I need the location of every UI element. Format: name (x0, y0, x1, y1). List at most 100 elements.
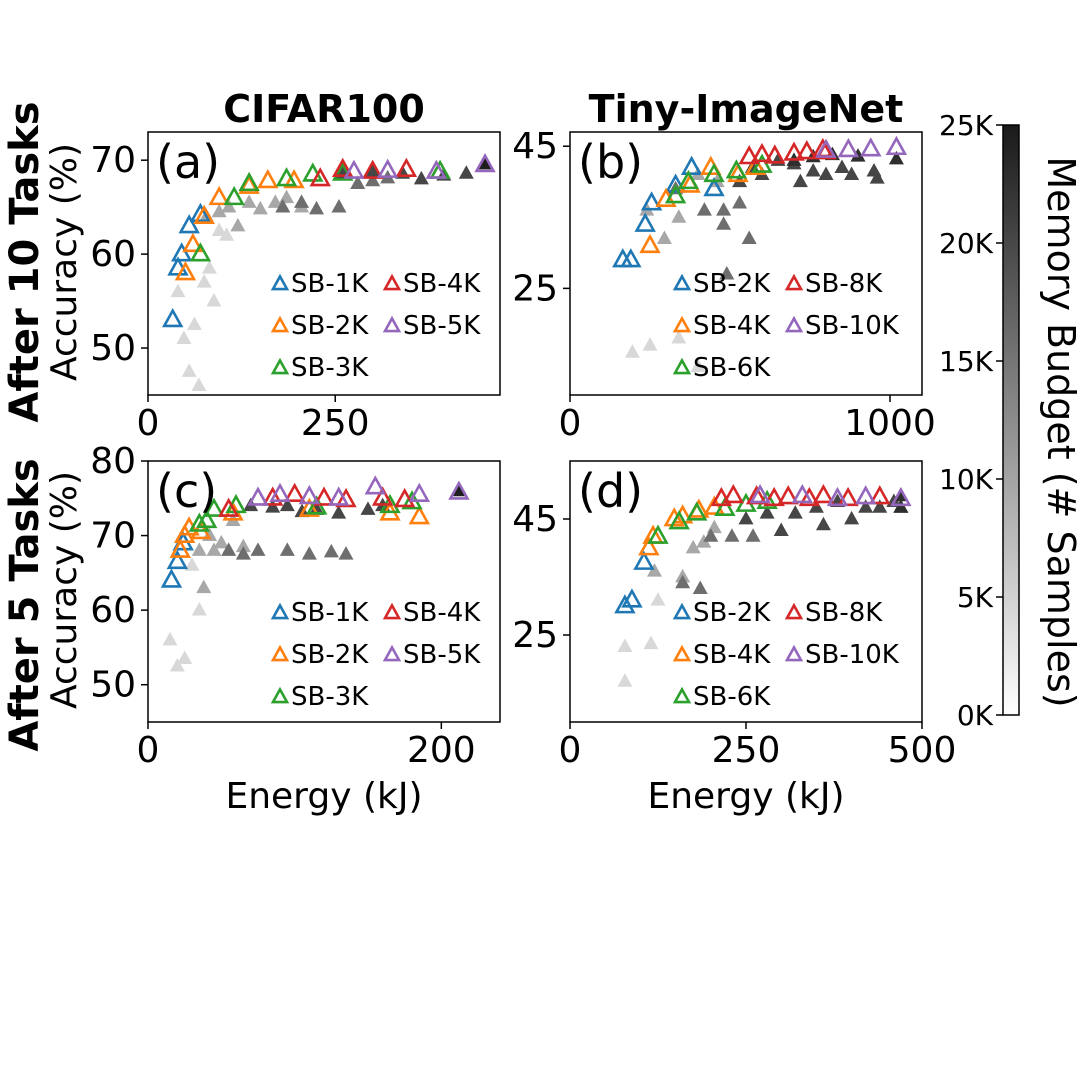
legend-marker (270, 602, 290, 620)
legend-marker (270, 686, 290, 704)
data-point (888, 150, 904, 165)
data-point (664, 184, 687, 204)
data-point (686, 501, 708, 521)
colorbar-tick-label: 10K (939, 463, 994, 496)
data-point (703, 162, 725, 183)
data-point (360, 501, 376, 515)
data-point (690, 358, 706, 372)
data-point (208, 185, 230, 206)
data-point (818, 166, 834, 181)
y-tick-label: 25 (512, 268, 558, 309)
data-point (338, 546, 354, 560)
data-point (169, 538, 191, 558)
y-tick-label: 45 (512, 499, 558, 540)
legend-entry: SB-2K (693, 269, 771, 299)
data-point (634, 212, 656, 232)
data-point (181, 363, 197, 377)
xlabel-c: Energy (kJ) (225, 776, 422, 817)
y-tick-label: 60 (90, 590, 136, 631)
legend-entry: SB-2K (291, 640, 369, 670)
data-point (189, 202, 212, 223)
legend-entry: SB-2K (693, 598, 771, 628)
data-point (235, 546, 251, 560)
data-point (764, 144, 786, 164)
legend-marker (382, 644, 402, 662)
data-point (265, 499, 281, 513)
data-point (671, 209, 687, 223)
data-point (759, 505, 775, 519)
data-point (692, 580, 708, 594)
legend-marker (672, 602, 692, 620)
colorbar-tick-label: 15K (939, 345, 994, 378)
x-tick-label: 0 (137, 730, 160, 771)
data-point (706, 519, 722, 534)
data-point (732, 194, 748, 209)
data-point (872, 499, 888, 513)
data-point (826, 486, 849, 507)
legend-marker (784, 273, 804, 291)
plot-frame (147, 460, 501, 723)
panel-title-b: Tiny-ImageNet (589, 87, 904, 131)
x-tick-label: 500 (888, 730, 957, 771)
data-point (302, 162, 324, 182)
data-point (298, 484, 321, 505)
legend-marker (270, 315, 290, 333)
data-point (805, 162, 821, 177)
data-point (668, 510, 690, 530)
legend-entry: SB-1K (291, 269, 369, 299)
data-point (191, 602, 207, 616)
legend-marker (382, 602, 402, 620)
x-tick-label: 0 (559, 403, 582, 444)
data-point (371, 486, 394, 506)
data-point (177, 650, 193, 665)
data-point (230, 217, 246, 232)
data-point (834, 159, 850, 173)
legend-marker (784, 644, 804, 662)
plot-frame (569, 131, 923, 396)
data-point (787, 505, 803, 519)
legend-marker (672, 273, 692, 291)
legend-marker (382, 315, 402, 333)
y-tick-label: 80 (90, 441, 136, 482)
data-point (617, 638, 633, 652)
data-point (309, 200, 325, 215)
legend-entry: SB-3K (291, 682, 369, 712)
legend-marker (672, 315, 692, 333)
legend-marker (784, 315, 804, 333)
data-point (213, 534, 229, 549)
data-point (663, 507, 685, 527)
legend-entry: SB-6K (693, 682, 771, 712)
legend-marker (672, 686, 692, 704)
legend-marker (382, 273, 402, 291)
data-point (203, 497, 225, 517)
data-point (763, 486, 785, 507)
data-point (221, 542, 237, 556)
data-point (250, 542, 266, 556)
data-point (241, 194, 257, 208)
data-point (413, 170, 429, 185)
data-point (211, 203, 227, 218)
data-point (844, 510, 860, 525)
colorbar-label: Memory Budget (# Samples) (1039, 156, 1077, 707)
legend-entry: SB-10K (805, 640, 900, 670)
data-point (869, 485, 891, 505)
data-point (724, 528, 740, 542)
data-point (696, 534, 712, 548)
data-point (176, 330, 192, 345)
legend-marker (270, 357, 290, 375)
data-point (184, 557, 200, 571)
panel-label: (d) (578, 464, 643, 518)
data-point (395, 157, 418, 177)
data-point (639, 233, 661, 254)
data-point (696, 202, 712, 216)
data-point (206, 292, 222, 307)
xlabel-d: Energy (kJ) (647, 776, 844, 817)
data-point (815, 516, 831, 531)
data-point (211, 222, 227, 237)
data-point (448, 480, 470, 500)
data-point (741, 230, 757, 245)
data-point (376, 158, 399, 178)
panel-label: (c) (156, 464, 217, 518)
data-point (331, 199, 347, 213)
